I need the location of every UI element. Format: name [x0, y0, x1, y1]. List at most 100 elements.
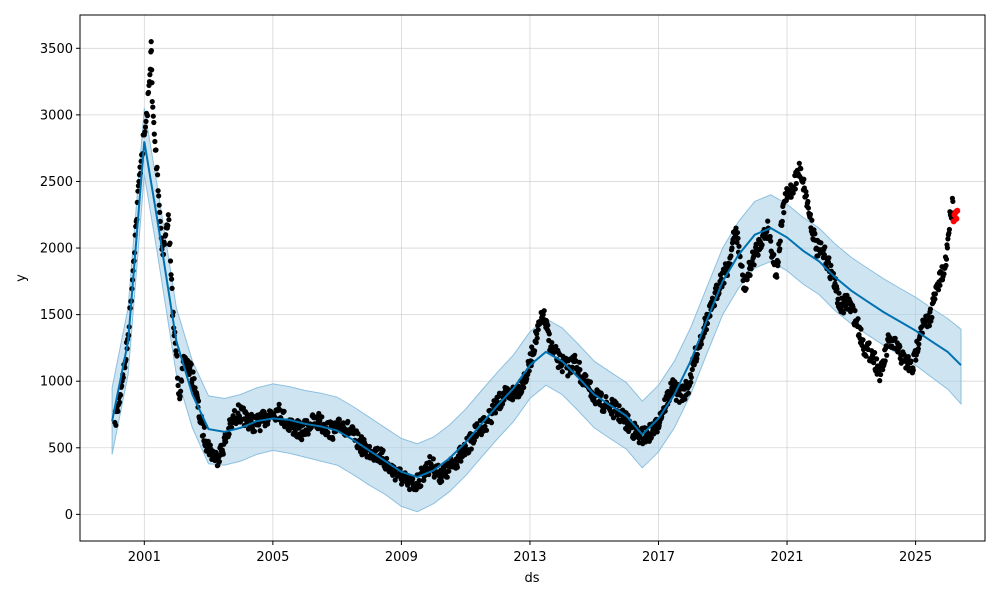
y-tick-label: 1500 — [40, 308, 73, 323]
data-point — [858, 326, 864, 332]
data-point — [416, 477, 422, 484]
x-tick-label: 2017 — [642, 550, 675, 565]
data-point — [698, 341, 705, 347]
data-point — [430, 456, 436, 462]
data-point — [216, 459, 222, 465]
data-point — [774, 274, 780, 280]
data-point — [950, 198, 956, 205]
data-point — [759, 242, 765, 248]
data-point — [616, 403, 622, 409]
data-point — [882, 358, 888, 364]
observed-points — [112, 39, 956, 493]
data-point — [151, 131, 157, 137]
data-point — [115, 408, 121, 414]
data-point — [165, 212, 171, 218]
data-point — [828, 262, 834, 268]
data-point — [190, 369, 196, 375]
data-point — [884, 352, 890, 358]
data-point — [421, 477, 427, 483]
data-point — [174, 353, 180, 359]
data-point — [748, 266, 754, 272]
data-point — [545, 322, 551, 328]
data-point — [305, 431, 311, 437]
data-point — [767, 233, 773, 240]
data-point — [458, 458, 464, 464]
data-point — [935, 287, 942, 293]
data-point — [908, 358, 914, 364]
data-point — [410, 476, 416, 482]
data-point — [145, 89, 152, 96]
data-point — [688, 379, 694, 385]
data-point — [729, 245, 735, 251]
data-point — [728, 253, 734, 259]
data-point — [168, 272, 174, 278]
x-tick-label: 2025 — [899, 550, 932, 565]
data-point — [945, 236, 951, 242]
data-point — [688, 374, 694, 380]
data-point — [826, 255, 832, 261]
data-point — [316, 410, 322, 417]
data-point — [807, 211, 814, 217]
data-point — [598, 391, 605, 397]
data-point — [751, 262, 757, 268]
data-point — [788, 194, 794, 200]
data-point — [380, 447, 386, 454]
data-point — [872, 350, 878, 356]
forecast-path — [111, 141, 962, 479]
data-point — [169, 285, 175, 291]
x-tick-label: 2001 — [128, 550, 161, 565]
data-point — [943, 256, 950, 262]
data-point — [777, 246, 783, 252]
data-point — [444, 474, 450, 480]
data-point — [803, 189, 809, 195]
highlight-point — [953, 215, 960, 222]
data-point — [932, 291, 939, 297]
data-point — [534, 331, 540, 337]
data-point — [407, 486, 413, 493]
data-point — [577, 367, 583, 373]
data-point — [336, 416, 342, 423]
y-tick-label: 2500 — [40, 175, 73, 190]
data-point — [156, 193, 162, 199]
data-point — [576, 359, 583, 365]
data-point — [366, 443, 373, 450]
data-point — [805, 198, 811, 205]
data-point — [910, 367, 916, 373]
data-point — [150, 104, 156, 110]
data-point — [156, 202, 162, 208]
data-point — [941, 271, 947, 277]
data-point — [866, 340, 872, 346]
data-point — [113, 422, 119, 428]
data-point — [226, 431, 232, 437]
data-point — [822, 244, 828, 250]
data-point — [583, 373, 589, 379]
data-point — [863, 353, 869, 359]
data-point — [223, 439, 229, 445]
data-point — [149, 98, 155, 105]
data-point — [148, 39, 154, 45]
data-point — [392, 477, 398, 483]
data-point — [541, 308, 547, 314]
data-point — [482, 423, 488, 429]
data-point — [892, 335, 898, 341]
data-point — [559, 369, 565, 375]
data-point — [855, 316, 861, 322]
data-point — [793, 180, 799, 187]
x-axis-ticks: 2001 2005 2009 2013 2017 2021 2025 — [128, 541, 932, 565]
data-point — [163, 232, 169, 238]
data-point — [703, 327, 710, 333]
data-point — [179, 378, 185, 384]
interval-band — [111, 108, 962, 513]
data-point — [355, 431, 361, 437]
data-point — [685, 390, 692, 396]
data-point — [572, 352, 578, 358]
x-tick-label: 2013 — [513, 550, 546, 565]
data-point — [340, 420, 346, 426]
data-point — [610, 415, 617, 421]
data-point — [439, 478, 445, 484]
x-tick-label: 2005 — [256, 550, 289, 565]
data-point — [540, 312, 546, 318]
data-point — [169, 276, 175, 282]
data-point — [509, 397, 516, 403]
